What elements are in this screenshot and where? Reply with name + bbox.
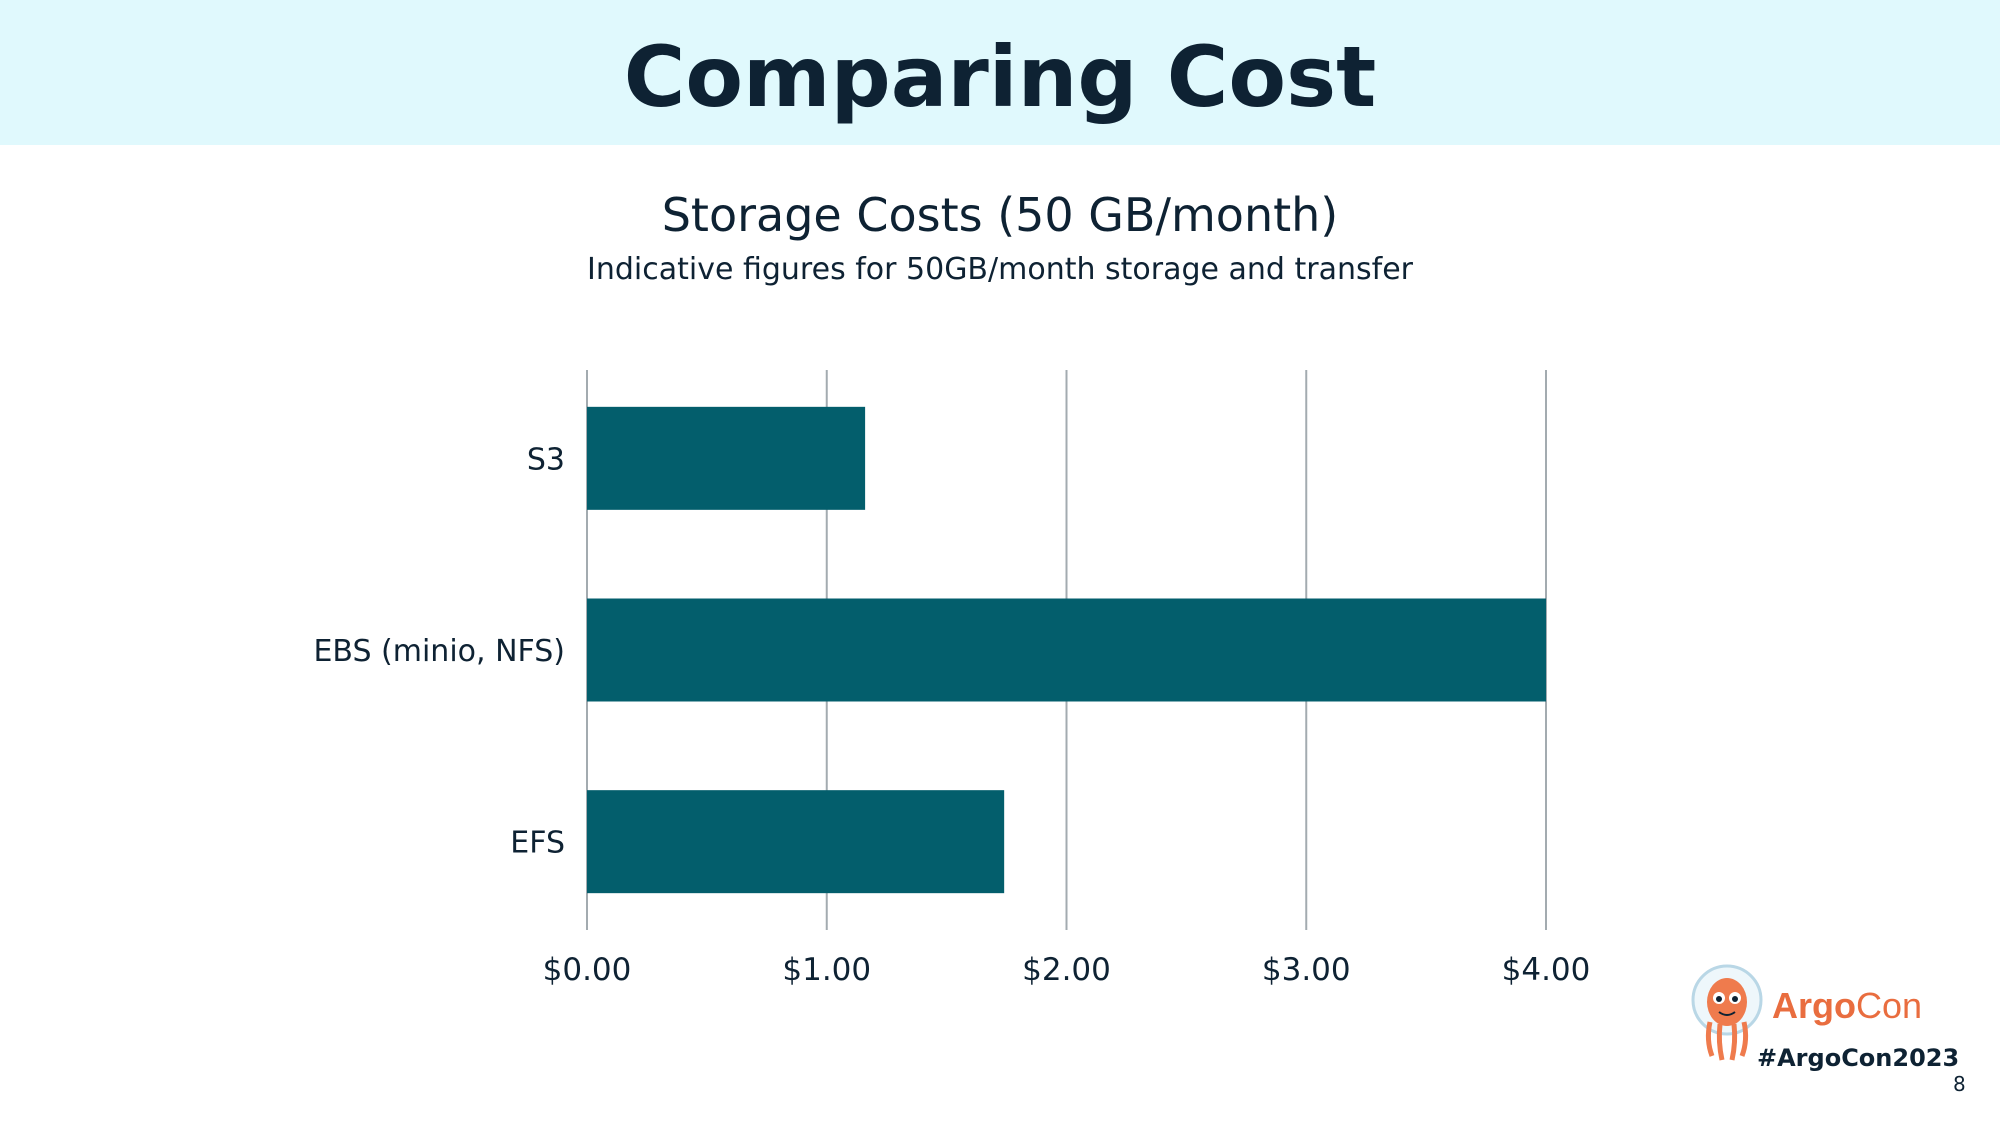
x-tick-label: $2.00 bbox=[1022, 952, 1111, 988]
logo-word-con: Con bbox=[1856, 985, 1923, 1026]
x-tick-label: $1.00 bbox=[782, 952, 871, 988]
header-band bbox=[0, 0, 2000, 145]
bar bbox=[587, 598, 1546, 702]
x-tick-label: $4.00 bbox=[1502, 952, 1591, 988]
logo-word-argo: Argo bbox=[1772, 985, 1856, 1026]
category-label: EFS bbox=[510, 826, 565, 861]
octopus-astronaut-icon bbox=[1691, 964, 1763, 1061]
page-number: 8 bbox=[1953, 1072, 1966, 1096]
slide-title: Comparing Cost bbox=[623, 28, 1377, 126]
category-label: S3 bbox=[527, 442, 565, 477]
chart-title: Storage Costs (50 GB/month) bbox=[661, 188, 1339, 242]
bar bbox=[587, 406, 866, 510]
x-tick-label: $0.00 bbox=[543, 952, 632, 988]
category-label: EBS (minio, NFS) bbox=[313, 634, 565, 669]
x-tick-label: $3.00 bbox=[1262, 952, 1351, 988]
chart-subtitle: Indicative figures for 50GB/month storag… bbox=[587, 252, 1413, 287]
event-hashtag: #ArgoCon2023 bbox=[1757, 1044, 1960, 1072]
logo-wordmark: ArgoCon bbox=[1772, 985, 1922, 1027]
bar bbox=[587, 790, 1005, 894]
argocon-logo bbox=[1691, 964, 1763, 1061]
